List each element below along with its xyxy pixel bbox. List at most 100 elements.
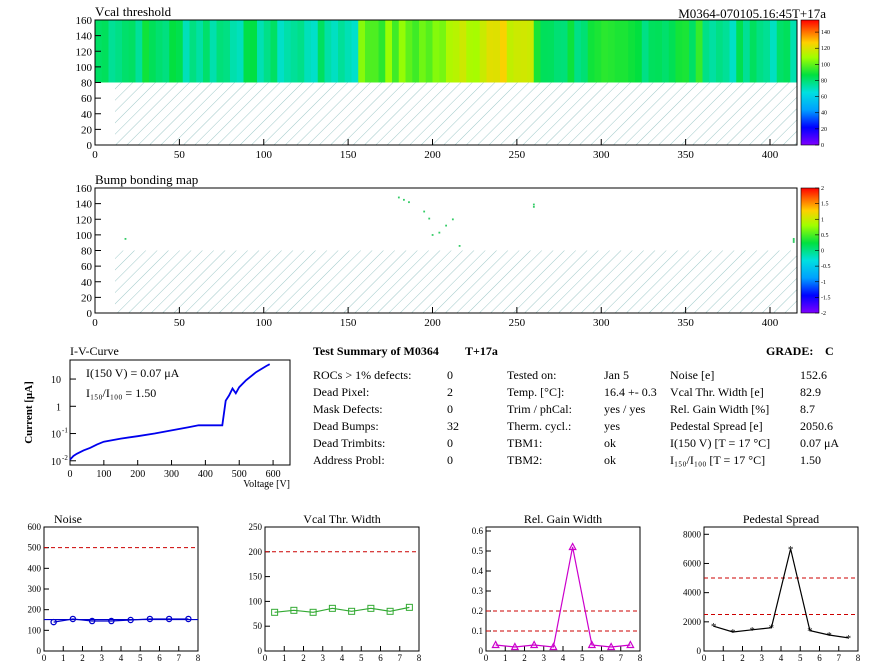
x-tick-label: 500 (232, 469, 247, 480)
map-cell (182, 20, 190, 83)
condition-value: yes (604, 419, 620, 433)
iv-series-line (69, 363, 271, 461)
data-point: * (730, 627, 736, 639)
x-tick-label: 250 (509, 317, 526, 329)
map-cell (520, 20, 528, 83)
map-cell (533, 20, 541, 83)
y-tick-label: 80 (81, 78, 93, 90)
color-scale-label: 1 (821, 217, 824, 223)
x-tick-label: 300 (593, 317, 610, 329)
map-cell (412, 20, 420, 83)
map-cell (122, 20, 130, 83)
map-title: Vcal threshold (95, 4, 172, 19)
x-tick-label: 7 (619, 653, 624, 663)
color-scale-label: 60 (821, 95, 827, 101)
x-tick-label: 150 (340, 317, 357, 329)
x-tick-label: 0 (702, 653, 707, 663)
iv-annotation: I₁₅₀/I₁₀₀ = 1.50 (86, 386, 156, 400)
map-cell (594, 20, 602, 83)
dead-bump-point (451, 218, 454, 221)
data-point (69, 615, 77, 623)
x-tick-label: 4 (561, 653, 566, 663)
map-cell (500, 20, 508, 83)
x-tick-label: 1 (282, 653, 287, 663)
x-tick-label: 2 (301, 653, 306, 663)
data-point: * (769, 623, 775, 635)
map-cell (743, 20, 751, 83)
y-tick-label: 40 (81, 109, 93, 121)
data-point: * (826, 630, 832, 642)
x-tick-label: 100 (96, 469, 111, 480)
map-cell (223, 20, 231, 83)
map-cell (101, 20, 109, 83)
x-tick-label: 400 (762, 149, 779, 161)
y-tick-label: 140 (76, 31, 93, 43)
color-scale-label: -2 (821, 311, 826, 317)
plot-title: Noise (54, 512, 82, 526)
map-cell (668, 20, 676, 83)
x-tick-label: 300 (164, 469, 179, 480)
map-cell (783, 20, 791, 83)
color-scale-label: -0.5 (821, 264, 831, 270)
defect-value: 0 (447, 453, 453, 467)
map-cell (770, 20, 778, 83)
y-tick-label: 160 (76, 15, 93, 27)
data-point (568, 542, 577, 551)
x-tick-label: 0 (92, 317, 98, 329)
dead-bump-point (403, 198, 405, 201)
data-point (309, 608, 317, 616)
map-cell (756, 20, 764, 83)
plot-frame (43, 526, 199, 652)
map-cell (506, 20, 514, 83)
x-tick-label: 400 (762, 317, 779, 329)
map-cell (317, 20, 325, 83)
map-cell (135, 20, 143, 83)
result-label: Vcal Thr. Width [e] (670, 385, 764, 399)
map-cell (419, 20, 427, 83)
y-tick-label: 0.1 (472, 626, 483, 636)
iv-xlabel: Voltage [V] (243, 479, 290, 490)
map-cell (209, 20, 217, 83)
map-cell (452, 20, 460, 83)
map-cell (689, 20, 697, 83)
y-tick-label: 50 (253, 621, 263, 631)
defect-label: Address Probl: (313, 453, 385, 467)
map-cell (243, 20, 251, 83)
map-cell (675, 20, 683, 83)
x-tick-label: 8 (638, 653, 643, 663)
map-cell (189, 20, 197, 83)
module-id-label: M0364-070105.16:45T+17a (678, 6, 826, 21)
x-tick-label: 2 (522, 653, 527, 663)
map-cell (763, 20, 771, 83)
map-cell (702, 20, 710, 83)
condition-label: Temp. [°C]: (507, 385, 564, 399)
data-point (185, 615, 192, 623)
dead-bump-point (532, 203, 535, 206)
y-tick-label: 10 (51, 375, 61, 386)
y-tick-label: 0 (697, 646, 702, 656)
condition-value: ok (604, 436, 616, 450)
plot-frame (485, 526, 641, 652)
map-cell (351, 20, 359, 83)
map-cell (338, 20, 346, 83)
y-tick-label: 60 (81, 261, 93, 273)
x-tick-label: 300 (593, 149, 610, 161)
map-cell (311, 20, 319, 83)
y-tick-label: 0 (37, 646, 42, 656)
data-point (587, 640, 597, 649)
data-point (491, 640, 500, 649)
x-tick-label: 200 (130, 469, 145, 480)
map-cell (466, 20, 474, 83)
data-point (108, 617, 115, 625)
defect-value: 0 (447, 368, 453, 382)
map-cell (486, 20, 494, 83)
plot-title: Pedestal Spread (743, 512, 819, 526)
map-cell (392, 20, 400, 83)
map-cell (776, 20, 784, 83)
map-cell (527, 20, 535, 83)
y-tick-label: 200 (28, 605, 42, 615)
map-cell (230, 20, 238, 83)
dead-bump-point (792, 239, 795, 242)
map-cell (385, 20, 393, 83)
color-scale-label: 1.5 (821, 202, 829, 208)
